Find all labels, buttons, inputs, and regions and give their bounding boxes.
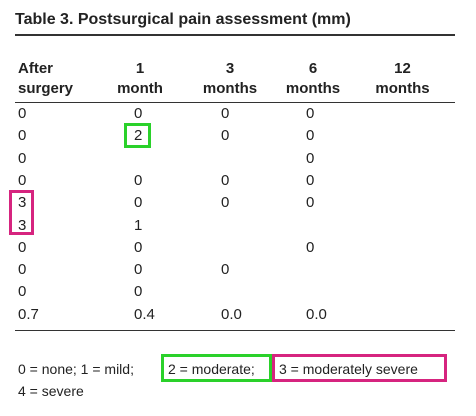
column-header: months [202, 80, 258, 97]
highlight-box [161, 354, 272, 382]
column-header: After [18, 60, 54, 77]
highlight-box [124, 123, 151, 148]
bottom-rule [15, 330, 455, 331]
table-cell: 3 [18, 216, 27, 234]
table-cell: 0 [18, 283, 27, 301]
table-cell: 0 [306, 171, 315, 189]
footnote: 3 = moderately severe [279, 361, 418, 377]
table-cell: 0 [221, 194, 230, 212]
column-header: 6 [308, 60, 318, 77]
table-cell: 0 [18, 149, 27, 167]
footnote: 2 = moderate; [168, 361, 255, 377]
highlight-box [272, 354, 447, 382]
footnote: 4 = severe [18, 383, 84, 399]
table-cell: 0.0 [306, 305, 327, 323]
table-cell: 0 [306, 105, 315, 122]
table-title: Table 3. Postsurgical pain assessment (m… [15, 11, 351, 28]
table-cell: 0 [221, 171, 230, 189]
table-cell: 0 [18, 127, 27, 145]
table-cell: 0 [134, 171, 143, 189]
column-header: 3 [225, 60, 235, 77]
table-cell: 0 [134, 261, 143, 279]
table-cell: 2 [134, 127, 143, 145]
table-cell: 0 [18, 238, 27, 256]
table-cell: 0 [306, 194, 315, 212]
table-cell: 0 [18, 105, 27, 122]
top-rule [15, 34, 455, 36]
table-cell: 1 [134, 216, 143, 234]
column-header: 12 [394, 60, 411, 77]
table-cell: 0 [18, 261, 27, 279]
table-cell: 0 [134, 105, 143, 122]
column-header: 1 [135, 60, 145, 77]
table-cell: 0 [221, 105, 230, 122]
table-cell: 0.4 [134, 305, 155, 323]
table-cell: 0 [18, 171, 27, 189]
table-cell: 0.0 [221, 305, 242, 323]
column-header: months [375, 80, 430, 97]
column-header: months [285, 80, 341, 97]
highlight-box [9, 190, 34, 235]
table-cell: 0 [134, 283, 143, 301]
column-header: surgery [18, 80, 74, 97]
column-header: month [117, 80, 163, 97]
table-cell: 0 [134, 194, 143, 212]
table-cell: 0 [306, 238, 315, 256]
table-cell: 3 [18, 194, 27, 212]
table-cell: 0 [221, 261, 230, 279]
table-cell: 0.7 [18, 305, 39, 323]
table-cell: 0 [306, 127, 315, 145]
table-cell: 0 [134, 238, 143, 256]
header-rule [15, 102, 455, 103]
table-cell: 0 [306, 149, 315, 167]
footnote: 0 = none; 1 = mild; [18, 361, 134, 377]
table-cell: 0 [221, 127, 230, 145]
